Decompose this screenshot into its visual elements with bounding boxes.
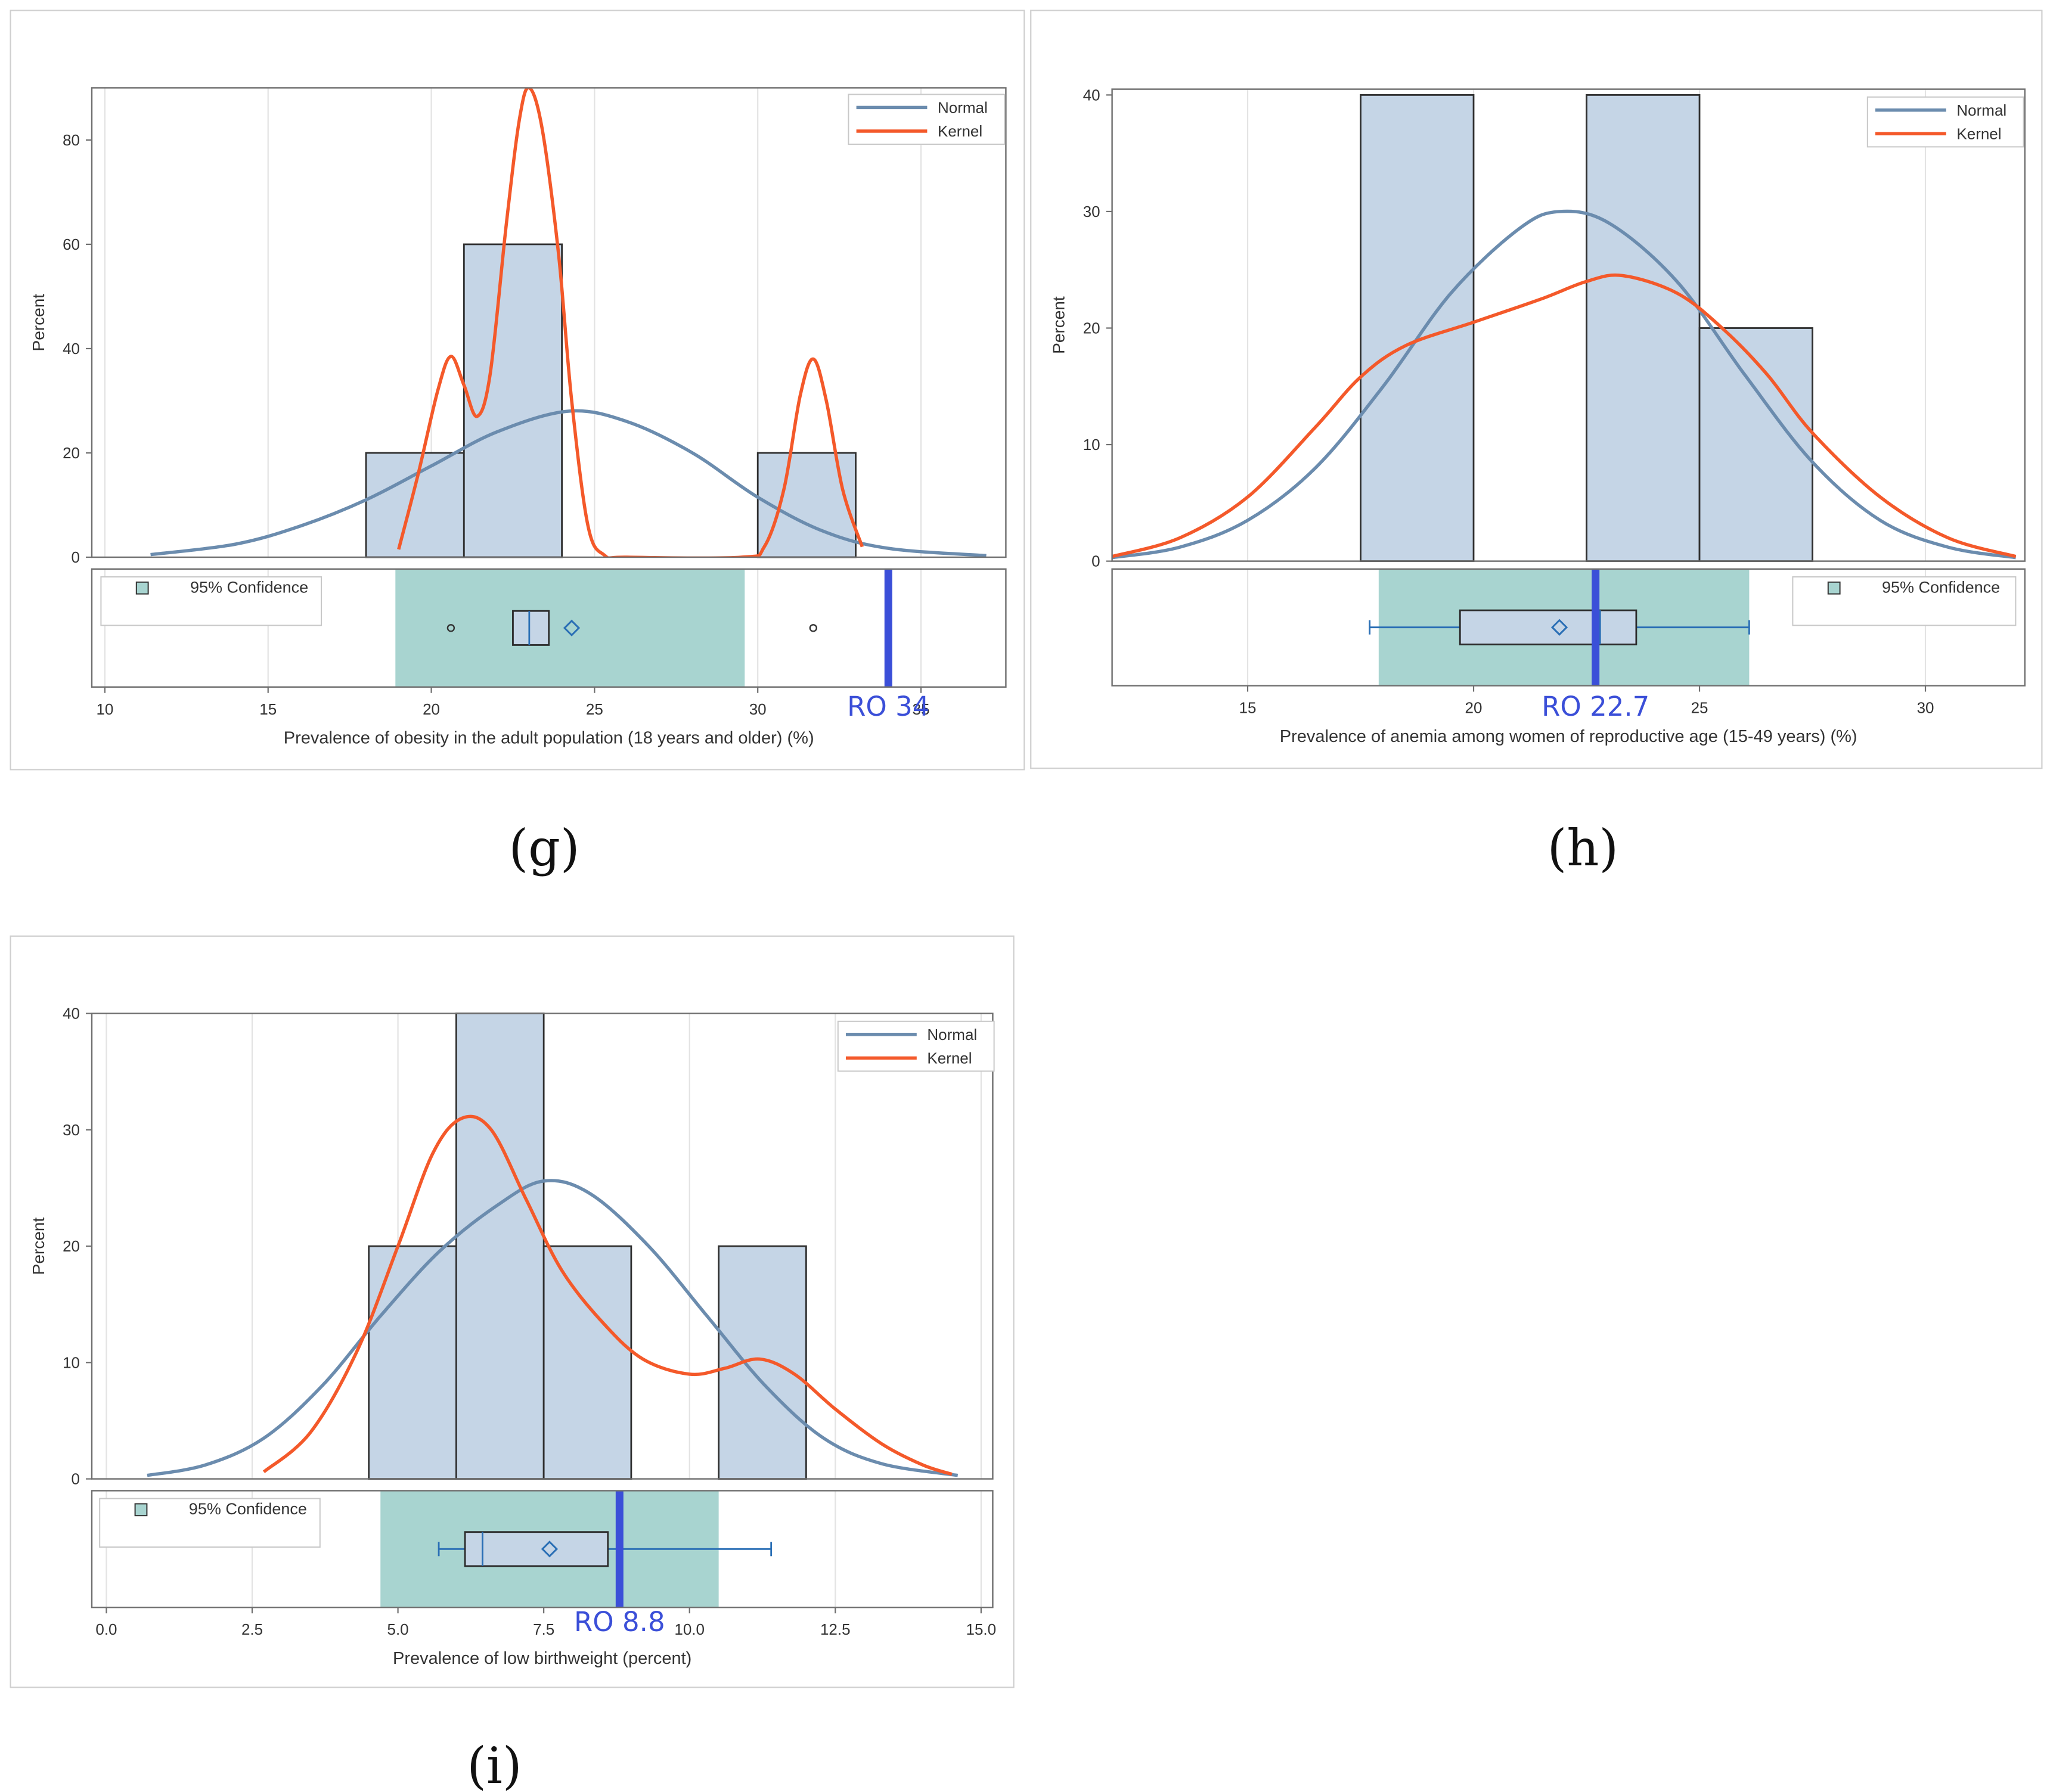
normal-density-line	[150, 409, 987, 557]
x-tick-label: 10	[96, 700, 113, 718]
legend-box	[837, 1020, 995, 1072]
y-axis-label: Percent	[29, 294, 48, 352]
x-axis-label: Prevalence of anemia among women of repr…	[1280, 727, 1857, 746]
chart-panel-3: 0 10 20 30 40 Percent Normal Kernel 95% Confiden…	[10, 935, 1015, 1792]
boxplot-box	[512, 610, 550, 646]
histogram-bar	[718, 1245, 807, 1480]
panel-caption: (i)	[467, 1737, 522, 1792]
kernel-density-line	[397, 88, 864, 557]
panel-caption: (h)	[1547, 819, 1619, 877]
histogram-bar	[542, 1245, 632, 1480]
x-tick-label: 30	[1917, 699, 1934, 717]
box-area-frame	[91, 1490, 994, 1608]
legend-label-kernel: Kernel	[938, 122, 982, 140]
histogram-bar	[365, 452, 465, 558]
x-tick-label: 20	[1465, 699, 1483, 717]
x-axis-label: Prevalence of low birthweight (percent)	[393, 1649, 691, 1668]
kernel-density-line	[262, 1114, 953, 1476]
histogram-bar	[1586, 94, 1701, 563]
x-tick-label: 20	[423, 700, 440, 718]
boxplot-outlier	[809, 624, 817, 632]
boxplot-mean-marker	[541, 1541, 559, 1558]
plot-area-frame	[1111, 88, 2026, 562]
y-tick-label: 40	[63, 340, 80, 358]
y-tick-label: 80	[63, 131, 80, 149]
box-area-frame	[91, 568, 1007, 688]
y-axis-label: Percent	[29, 1218, 48, 1275]
x-tick-label: 0.0	[95, 1620, 117, 1638]
y-tick-label: 30	[63, 1121, 80, 1139]
x-tick-label: 15	[1239, 699, 1257, 717]
x-tick-label: 5.0	[387, 1620, 409, 1638]
histogram-bar	[463, 243, 563, 558]
confidence-legend-swatch	[135, 581, 149, 595]
normal-density-line	[1112, 209, 2017, 560]
boxplot-box	[1459, 609, 1637, 645]
y-tick-label: 30	[1083, 203, 1100, 220]
x-tick-label: 2.5	[241, 1620, 263, 1638]
x-tick-label: 25	[586, 700, 603, 718]
confidence-legend-label: 95% Confidence	[190, 578, 308, 596]
x-tick-label: 7.5	[533, 1620, 554, 1638]
x-tick-label: 15	[259, 700, 277, 718]
x-axis-label: Prevalence of obesity in the adult popul…	[284, 728, 814, 747]
y-tick-label: 60	[63, 235, 80, 253]
legend-box	[848, 94, 1006, 145]
confidence-legend-label: 95% Confidence	[1882, 578, 2000, 596]
y-tick-label: 10	[63, 1353, 80, 1371]
legend-label-kernel: Kernel	[1956, 125, 2001, 142]
legend-label-kernel: Kernel	[927, 1049, 972, 1067]
legend-box	[1866, 96, 2024, 148]
panel-caption: (g)	[508, 819, 579, 877]
confidence-legend-swatch	[1827, 581, 1841, 595]
y-tick-label: 40	[63, 1005, 80, 1023]
histogram-bar	[455, 1013, 545, 1480]
y-tick-label: 0	[1091, 552, 1100, 570]
y-tick-label: 0	[72, 1470, 80, 1488]
confidence-legend-label: 95% Confidence	[189, 1500, 307, 1518]
chart-panel-2: 0 10 20 30 40 Percent Normal Kernel 95% Confiden…	[1030, 10, 2043, 877]
legend-label-normal: Normal	[938, 98, 988, 116]
kernel-density-line	[1112, 273, 2017, 558]
reference-label: RO 8.8	[574, 1606, 665, 1638]
boxplot-mean-marker	[1550, 619, 1568, 636]
reference-label: RO 34	[847, 691, 929, 722]
y-tick-label: 40	[1083, 86, 1100, 104]
legend-label-normal: Normal	[1956, 101, 2006, 119]
boxplot-box	[464, 1531, 609, 1567]
y-tick-label: 20	[63, 1237, 80, 1255]
x-tick-label: 15.0	[966, 1620, 997, 1638]
x-tick-label: 12.5	[820, 1620, 851, 1638]
y-axis-label: Percent	[1050, 296, 1068, 354]
y-tick-label: 20	[63, 444, 80, 462]
boxplot-mean-marker	[563, 619, 581, 636]
x-tick-label: 30	[749, 700, 767, 718]
histogram-bar	[1698, 327, 1813, 563]
boxplot-outlier	[446, 624, 455, 632]
reference-label: RO 22.7	[1542, 691, 1649, 722]
normal-density-line	[147, 1179, 959, 1477]
plot-area-frame	[91, 87, 1007, 558]
x-tick-label: 25	[1691, 699, 1708, 717]
box-area-frame	[1111, 568, 2026, 687]
x-tick-label: 10.0	[674, 1620, 705, 1638]
x-tick-label: 35	[913, 700, 930, 718]
confidence-legend-swatch	[134, 1503, 148, 1517]
y-tick-label: 20	[1083, 319, 1100, 337]
y-tick-label: 0	[72, 548, 80, 566]
legend-label-normal: Normal	[927, 1026, 977, 1043]
histogram-bar	[1360, 94, 1475, 563]
chart-panel-1: 0 20 40 60 80 Percent Normal Kernel 95% Confiden…	[10, 10, 1025, 877]
y-tick-label: 10	[1083, 436, 1100, 454]
